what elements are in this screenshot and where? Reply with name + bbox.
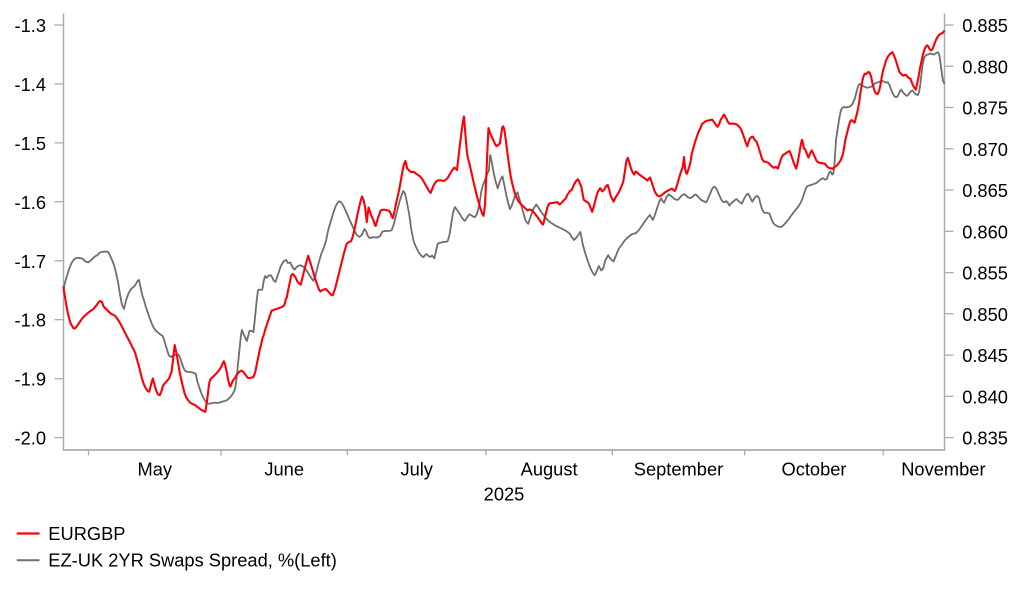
svg-text:-2.0: -2.0 (14, 428, 46, 449)
svg-text:-1.5: -1.5 (14, 133, 46, 154)
svg-text:-1.6: -1.6 (14, 192, 46, 213)
svg-text:May: May (138, 459, 173, 480)
svg-text:-1.3: -1.3 (14, 15, 46, 36)
svg-text:0.835: 0.835 (962, 428, 1008, 449)
svg-text:June: June (264, 459, 304, 480)
svg-text:0.855: 0.855 (962, 263, 1008, 284)
svg-text:0.845: 0.845 (962, 345, 1008, 366)
svg-text:0.885: 0.885 (962, 15, 1008, 36)
svg-text:-1.7: -1.7 (14, 251, 46, 272)
svg-text:0.860: 0.860 (962, 221, 1008, 242)
svg-text:2025: 2025 (484, 484, 525, 505)
svg-text:July: July (400, 459, 433, 480)
svg-text:-1.4: -1.4 (14, 74, 46, 95)
svg-text:EZ-UK 2YR Swaps Spread, %(Left: EZ-UK 2YR Swaps Spread, %(Left) (48, 550, 337, 571)
svg-text:October: October (781, 459, 846, 480)
svg-text:0.840: 0.840 (962, 386, 1008, 407)
svg-text:0.875: 0.875 (962, 98, 1008, 119)
svg-text:EURGBP: EURGBP (48, 523, 125, 544)
svg-text:0.865: 0.865 (962, 180, 1008, 201)
svg-text:0.870: 0.870 (962, 139, 1008, 160)
svg-text:September: September (634, 459, 723, 480)
svg-text:November: November (901, 459, 985, 480)
svg-text:0.850: 0.850 (962, 304, 1008, 325)
svg-text:-1.9: -1.9 (14, 369, 46, 390)
svg-text:0.880: 0.880 (962, 56, 1008, 77)
svg-text:August: August (521, 459, 578, 480)
svg-text:-1.8: -1.8 (14, 310, 46, 331)
